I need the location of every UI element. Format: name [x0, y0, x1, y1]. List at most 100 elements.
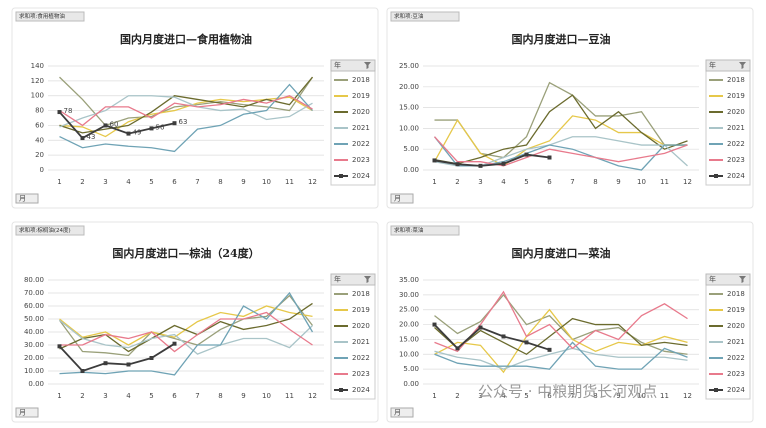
y-tick-label: 20.00	[399, 321, 419, 329]
tag: 求和项:豆油	[394, 12, 424, 20]
y-tick-label: 100	[31, 92, 44, 100]
point-marker	[547, 347, 552, 352]
legend-header[interactable]	[330, 59, 376, 72]
legend-label: 2022	[352, 140, 370, 148]
x-button[interactable]	[15, 407, 39, 418]
legend-label: 2023	[352, 370, 370, 378]
series-line	[434, 347, 688, 370]
legend-title: 年	[334, 61, 341, 70]
legend-label: 2018	[352, 290, 370, 298]
legend-label: 2020	[352, 322, 370, 330]
data-label: 49	[133, 129, 142, 137]
point-marker	[524, 340, 529, 345]
x-button-label: 月	[19, 409, 26, 417]
series-line	[59, 76, 314, 127]
point-marker	[126, 362, 131, 367]
series-line	[434, 94, 688, 165]
y-tick-label: 0.00	[403, 166, 419, 174]
x-tick-label: 7	[570, 178, 574, 186]
point-marker	[103, 361, 108, 366]
legend-label: 2018	[352, 76, 370, 84]
x-tick-label: 11	[285, 178, 294, 186]
tag: 求和项:棕榈油(24度)	[19, 226, 71, 234]
x-button[interactable]	[15, 193, 39, 204]
x-button[interactable]	[390, 407, 414, 418]
x-tick-label: 6	[547, 392, 552, 400]
point-marker	[478, 325, 483, 330]
filter-icon	[739, 276, 746, 283]
filter-icon	[739, 62, 746, 69]
chart-title: 国内月度进口—食用植物油	[120, 32, 252, 46]
y-tick-label: 50.00	[24, 315, 44, 323]
x-tick-label: 11	[660, 392, 669, 400]
data-label: 63	[179, 118, 188, 126]
x-button-label: 月	[19, 195, 26, 203]
x-tick-label: 9	[616, 178, 620, 186]
series-line	[59, 96, 313, 138]
legend-label: 2024	[727, 386, 745, 394]
legend-header[interactable]	[705, 59, 751, 72]
x-tick-label: 5	[149, 392, 153, 400]
data-label: 60	[110, 120, 119, 128]
y-tick-label: 10.00	[399, 124, 419, 132]
point-marker	[547, 155, 552, 160]
tag-box	[390, 11, 460, 22]
series-line	[434, 290, 688, 353]
y-tick-label: 70.00	[24, 289, 44, 297]
legend-marker	[339, 174, 343, 178]
x-tick-label: 10	[262, 178, 271, 186]
x-tick-label: 5	[149, 178, 153, 186]
legend-label: 2024	[352, 172, 370, 180]
x-tick-label: 10	[637, 392, 646, 400]
x-tick-label: 2	[455, 392, 459, 400]
series-line	[434, 317, 688, 356]
x-button[interactable]	[390, 193, 414, 204]
x-tick-label: 12	[308, 178, 317, 186]
x-tick-label: 1	[57, 392, 61, 400]
legend-header[interactable]	[330, 273, 376, 286]
x-tick-label: 7	[195, 392, 199, 400]
point-marker	[432, 158, 437, 163]
x-tick-label: 12	[683, 178, 692, 186]
series-line	[59, 302, 313, 353]
filter-icon	[364, 276, 371, 283]
x-tick-label: 5	[524, 178, 528, 186]
x-tick-label: 10	[637, 178, 646, 186]
panel	[11, 7, 379, 209]
x-tick-label: 3	[478, 178, 482, 186]
tag: 求和项:菜油	[394, 226, 424, 234]
y-tick-label: 0.00	[403, 380, 419, 388]
series-line	[433, 323, 550, 351]
x-tick-label: 7	[570, 392, 574, 400]
y-tick-label: 60	[35, 121, 44, 129]
chart-title: 国内月度进口—豆油	[512, 32, 611, 46]
y-tick-label: 10.00	[24, 367, 44, 375]
x-tick-label: 2	[80, 392, 84, 400]
x-tick-label: 3	[103, 392, 107, 400]
x-tick-label: 2	[80, 178, 84, 186]
legend-header[interactable]	[705, 273, 751, 286]
series-line	[58, 294, 314, 357]
y-tick-label: 20.00	[399, 83, 419, 91]
x-tick-label: 11	[660, 178, 669, 186]
point-marker	[103, 123, 108, 128]
data-label: 56	[156, 123, 165, 131]
tag-box	[15, 225, 85, 236]
x-tick-label: 3	[103, 178, 107, 186]
y-tick-label: 80	[35, 107, 44, 115]
legend-label: 2023	[727, 370, 745, 378]
y-tick-label: 35.00	[399, 276, 419, 284]
point-marker	[149, 356, 154, 360]
series-line	[58, 111, 175, 140]
panel	[11, 221, 379, 423]
x-tick-label: 6	[547, 178, 552, 186]
point-marker	[80, 369, 85, 373]
x-tick-label: 3	[478, 392, 482, 400]
legend-label: 2024	[727, 172, 745, 180]
legend-label: 2022	[352, 354, 370, 362]
point-marker	[80, 136, 85, 141]
legend-label: 2021	[727, 338, 745, 346]
legend-label: 2021	[352, 124, 370, 132]
y-tick-label: 5.00	[403, 365, 419, 373]
legend-label: 2023	[727, 156, 745, 164]
